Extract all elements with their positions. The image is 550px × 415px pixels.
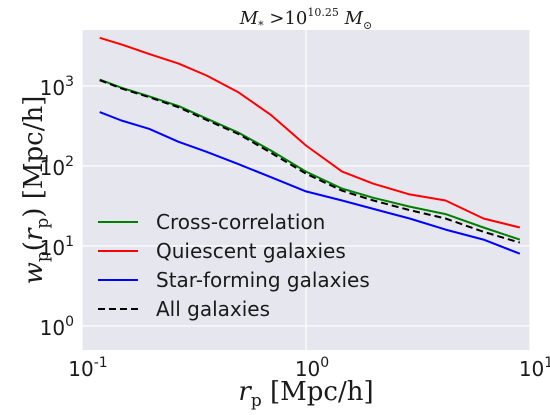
legend-label-1: Quiescent galaxies xyxy=(156,239,346,263)
y-tick-label-2: 102 xyxy=(40,154,74,180)
legend-label-0: Cross-correlation xyxy=(156,210,325,234)
legend-label-2: Star-forming galaxies xyxy=(156,268,370,292)
series-line-2 xyxy=(99,111,521,255)
grid xyxy=(81,30,531,350)
y-tick-label-3: 103 xyxy=(40,74,74,100)
legend-label-3: All galaxies xyxy=(156,297,270,321)
y-tick-label-0: 100 xyxy=(40,314,74,340)
y-axis-label: wp(rp) [Mpc/h] xyxy=(19,96,53,285)
series-layer xyxy=(99,36,521,255)
series-line-3 xyxy=(99,79,521,244)
series-line-1 xyxy=(99,36,521,229)
x-tick-label-0: 10-1 xyxy=(68,355,107,381)
chart-title: M* >1010.25 M⊙ xyxy=(239,6,373,32)
tick-labels: 10-1 100 101 100 101 102 103 xyxy=(40,74,550,381)
x-axis-label: rp [Mpc/h] xyxy=(238,377,373,411)
y-tick-label-1: 101 xyxy=(40,234,74,260)
legend: Cross-correlation Quiescent galaxies Star-… xyxy=(98,210,370,321)
x-tick-label-1: 100 xyxy=(295,355,329,381)
x-tick-label-2: 101 xyxy=(519,355,550,381)
